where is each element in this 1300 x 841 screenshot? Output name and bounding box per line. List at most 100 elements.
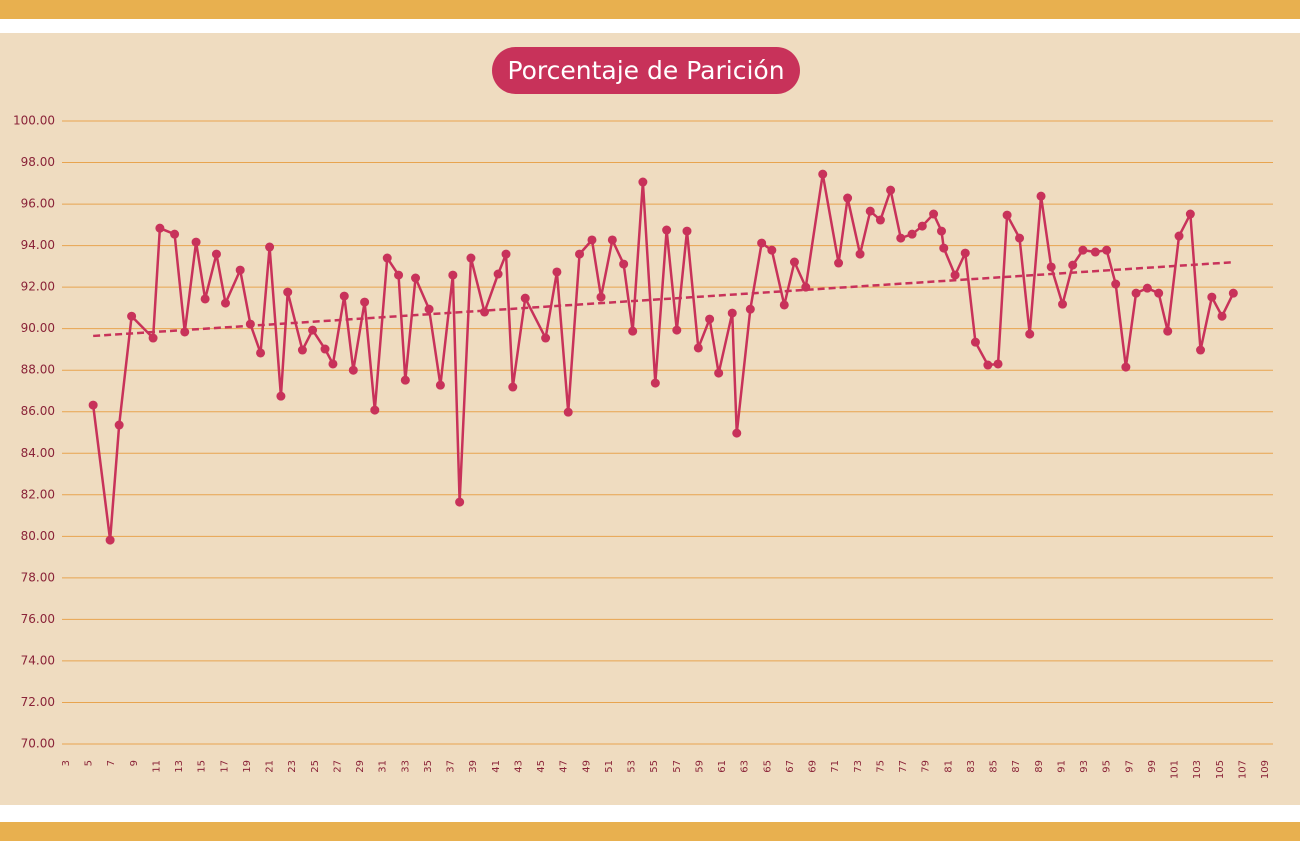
y-tick-label: 86.00 [21, 404, 55, 418]
data-point [297, 345, 307, 355]
data-point [220, 298, 230, 308]
data-point [619, 259, 629, 269]
x-tick-label: 55 [649, 760, 660, 773]
top-band [0, 0, 1300, 19]
data-point [834, 258, 844, 268]
data-point [983, 360, 993, 370]
data-point [191, 237, 201, 247]
x-tick-label: 107 [1237, 760, 1248, 779]
x-tick-label: 9 [129, 760, 140, 766]
x-tick-label: 67 [785, 760, 796, 773]
chart-title: Porcentaje de Parición [507, 56, 784, 85]
x-tick-label: 85 [989, 760, 1000, 773]
x-tick-label: 33 [400, 760, 411, 773]
data-point [382, 253, 392, 263]
data-point [552, 267, 562, 277]
data-point [400, 375, 410, 385]
data-point [348, 365, 358, 375]
x-tick-label: 15 [197, 760, 208, 773]
data-point [283, 287, 293, 297]
bottom-band [0, 822, 1300, 841]
data-point [1078, 245, 1088, 255]
data-point [466, 253, 476, 263]
data-point [1163, 326, 1173, 336]
x-tick-label: 29 [355, 760, 366, 773]
data-point [1111, 279, 1121, 289]
y-tick-label: 74.00 [21, 653, 55, 667]
x-tick-label: 49 [581, 760, 592, 773]
data-point [200, 294, 210, 304]
data-point [1207, 292, 1217, 302]
x-tick-label: 103 [1192, 760, 1203, 779]
x-tick-label: 101 [1170, 760, 1181, 779]
data-point [960, 248, 970, 258]
data-point [235, 265, 245, 275]
data-point [865, 206, 875, 216]
x-tick-label: 41 [491, 760, 502, 773]
trendline [93, 260, 1234, 338]
data-point [276, 391, 286, 401]
y-tick-label: 94.00 [21, 238, 55, 252]
data-point [541, 333, 551, 343]
x-tick-label: 73 [853, 760, 864, 773]
data-point [596, 292, 606, 302]
data-point [1121, 362, 1131, 372]
data-point [1196, 345, 1206, 355]
y-tick-label: 82.00 [21, 487, 55, 501]
x-tick-label: 31 [378, 760, 389, 773]
data-point [672, 325, 682, 335]
data-point [455, 497, 465, 507]
x-tick-label: 47 [559, 760, 570, 773]
data-point [1025, 329, 1035, 339]
x-tick-label: 3 [61, 760, 72, 766]
data-point [628, 326, 638, 336]
x-tick-label: 39 [468, 760, 479, 773]
x-tick-label: 59 [694, 760, 705, 773]
data-point [732, 428, 742, 438]
y-tick-label: 72.00 [21, 695, 55, 709]
data-point [970, 337, 980, 347]
data-point [682, 226, 692, 236]
data-point [320, 344, 330, 354]
data-point [789, 257, 799, 267]
data-point [1174, 231, 1184, 241]
data-point [1102, 245, 1112, 255]
x-tick-label: 5 [84, 760, 95, 766]
data-point [843, 193, 853, 203]
x-tick-label: 37 [446, 760, 457, 773]
x-tick-label: 95 [1102, 760, 1113, 773]
data-point [424, 304, 434, 314]
x-tick-label: 83 [966, 760, 977, 773]
panel [0, 33, 1300, 805]
data-point [148, 333, 158, 343]
data-point [339, 291, 349, 301]
data-point [245, 319, 255, 329]
data-point [308, 325, 318, 335]
data-point [875, 215, 885, 225]
x-tick-label: 89 [1034, 760, 1045, 773]
data-point [693, 343, 703, 353]
y-tick-label: 78.00 [21, 570, 55, 584]
data-point [745, 304, 755, 314]
title-pill [492, 47, 800, 94]
data-point [607, 235, 617, 245]
data-point [936, 226, 946, 236]
data-point [767, 245, 777, 255]
x-tick-label: 21 [265, 760, 276, 773]
data-point [1015, 233, 1025, 243]
data-point [779, 300, 789, 310]
data-point [1046, 262, 1056, 272]
data-point [480, 307, 490, 317]
data-point [1131, 288, 1141, 298]
data-point [520, 293, 530, 303]
x-tick-label: 19 [242, 760, 253, 773]
data-point [435, 380, 445, 390]
data-point [662, 225, 672, 235]
data-point [917, 221, 927, 231]
data-point [1068, 260, 1078, 270]
x-tick-label: 13 [174, 760, 185, 773]
data-point [714, 368, 724, 378]
data-point [705, 314, 715, 324]
data-point [650, 378, 660, 388]
